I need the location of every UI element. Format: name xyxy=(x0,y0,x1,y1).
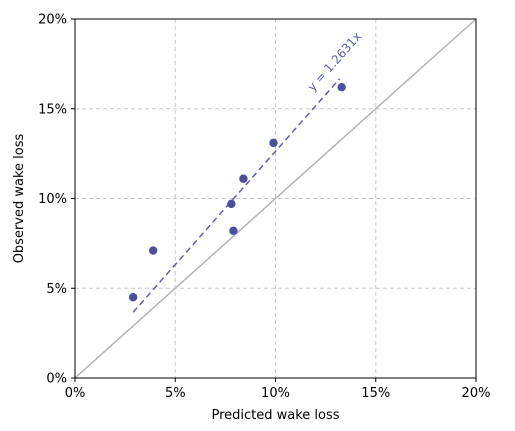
x-tick-label: 15% xyxy=(361,386,390,401)
y-tick-label: 5% xyxy=(46,282,67,297)
data-point xyxy=(269,138,278,148)
y-axis-label: Observed wake loss xyxy=(12,133,27,263)
x-axis-ticks: 0% 5% 10% 15% 20% xyxy=(65,378,491,401)
y-tick-label: 0% xyxy=(46,372,67,387)
x-tick-label: 0% xyxy=(65,386,86,401)
reference-line xyxy=(74,18,477,379)
y-axis-ticks: 0% 5% 10% 15% 20% xyxy=(38,13,75,387)
data-point xyxy=(227,199,236,209)
data-point xyxy=(148,246,158,255)
fit-line-group xyxy=(132,78,341,313)
y-tick-label: 15% xyxy=(38,102,67,117)
data-point xyxy=(239,174,248,183)
y-tick-label: 20% xyxy=(38,13,67,28)
grid xyxy=(75,19,476,378)
data-point xyxy=(128,293,138,302)
x-tick-label: 10% xyxy=(261,386,290,401)
reference-line-group xyxy=(74,18,477,379)
fit-line xyxy=(132,78,341,313)
x-tick-label: 5% xyxy=(165,386,186,401)
data-point xyxy=(337,83,346,92)
y-tick-label: 10% xyxy=(38,192,67,207)
data-point xyxy=(229,226,238,236)
data-points xyxy=(128,83,346,302)
x-axis-label: Predicted wake loss xyxy=(211,408,339,423)
x-tick-label: 20% xyxy=(462,386,491,401)
